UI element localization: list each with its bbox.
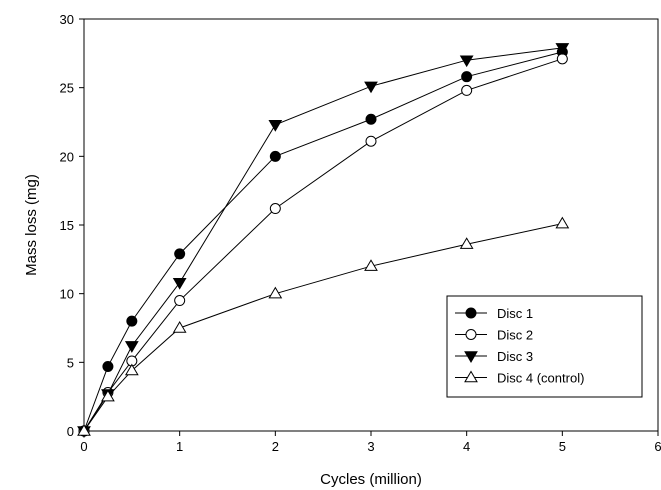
series-line <box>83 58 563 432</box>
legend-marker <box>465 329 477 340</box>
x-axis-title: Cycles (million) <box>320 471 422 488</box>
x-tick-label: 1 <box>176 439 183 454</box>
data-point <box>102 360 114 372</box>
data-point <box>268 120 283 132</box>
x-tick-label: 0 <box>80 439 87 454</box>
y-tick-label: 5 <box>67 355 74 370</box>
data-point <box>101 389 115 402</box>
data-point <box>174 295 186 307</box>
legend-marker <box>464 351 478 363</box>
y-tick-label: 0 <box>67 424 74 439</box>
series-line <box>83 51 563 432</box>
data-point <box>269 203 281 215</box>
x-axis-ticks: 0 1 2 3 4 5 6 <box>80 431 661 454</box>
y-tick-label: 10 <box>60 287 74 302</box>
series-line <box>83 47 563 432</box>
legend-marker <box>465 307 477 319</box>
data-point <box>172 277 187 290</box>
legend-label: Disc 2 <box>497 328 533 343</box>
x-tick-label: 3 <box>367 439 374 454</box>
data-point <box>126 315 138 327</box>
y-tick-label: 30 <box>60 12 74 27</box>
legend-item: Disc 1 <box>455 306 533 321</box>
x-tick-label: 2 <box>272 439 279 454</box>
data-point <box>77 424 91 436</box>
data-point <box>174 248 186 260</box>
y-axis-ticks: 0 5 10 15 20 25 30 <box>60 12 84 439</box>
data-point <box>555 43 570 55</box>
series-line <box>83 223 563 432</box>
data-point <box>124 363 139 376</box>
data-point <box>461 84 473 96</box>
legend: Disc 1 Disc 2 Disc 3 Disc 4 (control) <box>446 295 643 398</box>
y-tick-label: 25 <box>60 81 74 96</box>
data-point <box>461 71 473 83</box>
data-point <box>172 321 187 333</box>
data-point <box>459 237 474 249</box>
data-point <box>365 135 377 147</box>
x-tick-label: 4 <box>463 439 470 454</box>
legend-label: Disc 3 <box>497 349 533 364</box>
series-layer <box>77 43 570 438</box>
legend-label: Disc 4 (control) <box>497 371 584 386</box>
data-point <box>365 113 377 125</box>
legend-item: Disc 4 (control) <box>455 371 584 386</box>
y-tick-label: 15 <box>60 218 74 233</box>
data-point <box>459 55 474 68</box>
data-point <box>364 259 378 271</box>
data-point <box>364 81 378 94</box>
data-point <box>556 53 568 65</box>
data-point <box>268 286 283 299</box>
legend-item: Disc 2 <box>455 328 533 343</box>
y-tick-label: 20 <box>60 149 74 164</box>
legend-label: Disc 1 <box>497 306 533 321</box>
data-point <box>269 150 281 162</box>
data-point <box>124 341 139 353</box>
legend-item: Disc 3 <box>455 349 533 364</box>
data-point <box>555 216 570 229</box>
y-axis-title: Mass loss (mg) <box>23 174 40 276</box>
x-tick-label: 6 <box>654 439 661 454</box>
series-4 <box>77 216 570 436</box>
x-tick-label: 5 <box>559 439 566 454</box>
legend-marker <box>464 370 478 383</box>
